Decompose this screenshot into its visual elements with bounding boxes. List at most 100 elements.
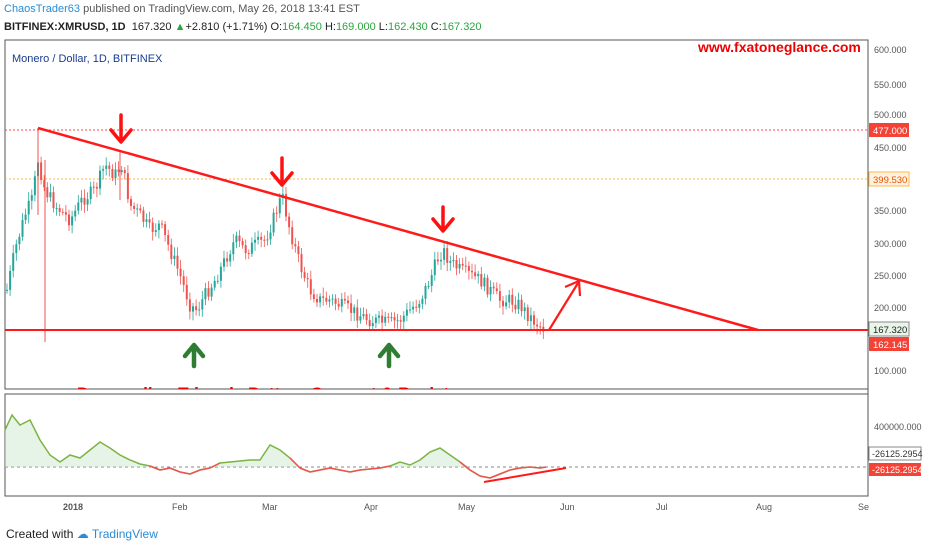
candle-body	[480, 273, 483, 287]
candle-body	[136, 208, 139, 210]
candle-body	[319, 296, 322, 303]
candle-body	[219, 266, 222, 281]
candle-body	[167, 235, 170, 245]
candle-body	[294, 244, 297, 247]
candle-body	[126, 173, 129, 200]
price-tick: 450.000	[874, 143, 907, 153]
candle-body	[502, 300, 504, 307]
candle-body	[130, 199, 132, 206]
oscillator-trendline[interactable]	[483, 467, 567, 483]
candle-body	[216, 280, 219, 282]
oscillator-negative-segment	[329, 467, 341, 471]
oscillator-lower-label: -26125.2954	[872, 465, 923, 475]
candle-body	[148, 219, 151, 223]
candle-body	[176, 255, 179, 269]
publish-info: ChaosTrader63 published on TradingView.c…	[4, 3, 360, 15]
open-label: O:	[270, 21, 283, 33]
candle-body	[288, 216, 291, 228]
candle-body	[86, 199, 89, 205]
time-tick: 2018	[63, 502, 83, 512]
price-tick: 200.000	[874, 303, 907, 313]
candle-body	[390, 317, 393, 319]
time-tick: Feb	[172, 502, 188, 512]
candle-body	[30, 195, 33, 201]
oscillator-negative-segment	[489, 473, 501, 479]
published-text: published on TradingView.com, May 26, 20…	[83, 3, 360, 15]
watermark-text: www.fxatoneglance.com	[697, 39, 861, 55]
candle-body	[145, 219, 148, 222]
author-link[interactable]: ChaosTrader63	[4, 3, 81, 15]
candle-body	[300, 254, 303, 273]
candle-body	[244, 245, 247, 254]
candle-body	[486, 277, 489, 295]
candle-body	[179, 268, 182, 277]
candle-body	[43, 180, 46, 188]
candle-body	[238, 235, 241, 242]
candle-body	[356, 307, 359, 321]
candle-body	[157, 223, 160, 231]
candle-body	[511, 294, 514, 305]
tradingview-link[interactable]: TradingView	[91, 527, 158, 541]
candle-body	[328, 299, 331, 302]
close-label: C:	[430, 21, 442, 33]
candle-body	[257, 236, 260, 240]
candle-body	[58, 208, 61, 212]
symbol-name[interactable]: BITFINEX:XMRUSD, 1D	[4, 21, 126, 33]
candle-body	[489, 286, 492, 295]
candle-body	[64, 212, 67, 215]
candle-body	[40, 162, 43, 181]
candle-body	[192, 306, 194, 312]
candle-body	[33, 176, 36, 196]
candle-body	[46, 187, 49, 198]
resistance-price-label: 477.000	[873, 126, 907, 137]
candle-body	[133, 205, 136, 209]
oscillator-lower-badge	[869, 463, 921, 476]
price-tick: 550.000	[874, 80, 907, 90]
candle-body	[303, 272, 306, 279]
candle-body	[173, 255, 176, 259]
candle-body	[312, 294, 315, 299]
oscillator-negative-segment	[539, 466, 547, 469]
candle-body	[182, 276, 185, 285]
symbol-info-bar: BITFINEX:XMRUSD, 1D 167.320 ▲+2.810 (+1.…	[4, 21, 482, 33]
candle-body	[446, 248, 449, 263]
price-change: +2.810 (+1.71%)	[185, 21, 268, 33]
oscillator-negative-segment	[309, 469, 321, 473]
oscillator-negative-segment	[199, 467, 211, 471]
candle-body	[154, 230, 157, 232]
candle-body	[170, 244, 173, 259]
candle-body	[120, 170, 123, 173]
candle-body	[343, 298, 346, 301]
open-value: 164.450	[282, 21, 322, 33]
candle-body	[362, 314, 365, 317]
candle-body	[9, 270, 12, 290]
resistance-price-badge	[869, 123, 909, 137]
candle-body	[461, 263, 464, 266]
candle-body	[508, 294, 511, 303]
oscillator-negative-segment	[509, 467, 521, 471]
candle-body	[213, 280, 216, 288]
price-tick: 250.000	[874, 271, 907, 281]
breakout-arrow	[548, 279, 582, 331]
candle-body	[61, 211, 64, 213]
candle-body	[111, 168, 114, 178]
candle-body	[433, 259, 436, 276]
oscillator-negative-segment	[149, 465, 161, 471]
oscillator-negative-segment	[289, 457, 301, 469]
oscillator-negative-segment	[189, 469, 201, 475]
descending-trendline[interactable]	[37, 126, 759, 332]
candle-body	[350, 303, 353, 313]
candle-body	[92, 186, 95, 188]
pattern-annotation: Descending Triangle Pattern Support & Re…	[77, 384, 488, 403]
candle-body	[436, 259, 439, 262]
oscillator-negative-segment	[299, 467, 311, 473]
candle-body	[266, 239, 269, 241]
candle-body	[526, 307, 529, 322]
candle-body	[6, 289, 8, 291]
up-arrow-icon: ▲	[174, 21, 186, 33]
oscillator-negative-segment	[469, 469, 481, 477]
candle-body	[464, 265, 467, 267]
footer: Created with ☁ TradingView	[6, 527, 158, 541]
candle-body	[353, 307, 356, 313]
